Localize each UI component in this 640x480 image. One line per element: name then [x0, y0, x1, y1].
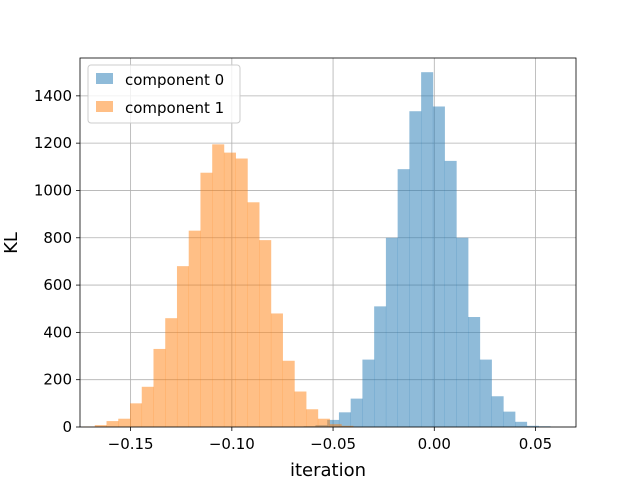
y-tick-label: 600 — [43, 276, 72, 294]
histogram-bar-component-0 — [409, 111, 422, 427]
x-tick-label: −0.10 — [209, 435, 255, 453]
histogram-bar-component-0 — [350, 398, 363, 427]
histogram-bar-component-0 — [385, 237, 398, 427]
histogram-bar-component-1 — [153, 348, 166, 427]
legend-label-component-1: component 1 — [125, 99, 224, 117]
histogram-bar-component-1 — [165, 318, 178, 427]
legend: component 0 component 1 — [87, 64, 241, 124]
histogram-bar-component-0 — [327, 419, 340, 427]
y-tick-label: 1000 — [34, 181, 72, 199]
histogram-bar-component-1 — [130, 403, 143, 427]
histogram-bar-component-0 — [503, 411, 516, 428]
histogram-bar-component-0 — [515, 421, 528, 427]
histogram-bar-component-0 — [479, 359, 492, 427]
histogram-bar-component-1 — [247, 202, 260, 427]
y-axis-label: KL — [1, 232, 22, 254]
x-tick-label: −0.15 — [108, 435, 154, 453]
plot-frame — [79, 57, 577, 428]
y-tick-label: 200 — [43, 371, 72, 389]
legend-swatch-component-1 — [96, 101, 113, 112]
histogram-bar-component-1 — [118, 418, 131, 427]
axis-ticks: −0.15 −0.10 −0.05 0.00 0.05 0 200 400 600 800 1000… — [34, 87, 552, 453]
x-tick-label: 0.00 — [418, 435, 451, 453]
histogram-bar-component-1 — [317, 418, 330, 427]
histogram-bar-component-1 — [106, 421, 119, 427]
histogram-bar-component-0 — [456, 237, 469, 427]
histogram-bar-component-1 — [188, 230, 201, 427]
y-tick-label: 1200 — [34, 134, 72, 152]
x-tick-label: 0.05 — [519, 435, 552, 453]
histogram-bar-component-1 — [270, 313, 283, 427]
y-tick-label: 400 — [43, 323, 72, 341]
histogram-bar-component-1 — [141, 386, 154, 427]
histogram-bar-component-0 — [444, 160, 457, 427]
y-tick-label: 1400 — [34, 87, 72, 105]
histogram-bar-component-1 — [329, 424, 342, 427]
histogram-bar-component-1 — [282, 360, 295, 427]
histogram-bars — [83, 72, 551, 428]
legend-swatch-component-0 — [96, 73, 113, 84]
y-tick-label: 0 — [62, 418, 72, 436]
histogram-bar-component-1 — [212, 144, 225, 427]
legend-box — [87, 64, 241, 124]
histogram-bar-component-1 — [94, 425, 107, 427]
histogram-bar-component-0 — [491, 396, 504, 427]
histogram-bar-component-1 — [200, 172, 213, 427]
histogram-bar-component-1 — [235, 158, 248, 427]
histogram-bar-component-1 — [306, 409, 319, 427]
histogram-bar-component-0 — [374, 306, 387, 427]
histogram-bar-component-0 — [468, 317, 481, 427]
histogram-bar-component-1 — [176, 266, 190, 427]
x-tick-label: −0.05 — [310, 435, 356, 453]
histogram-bar-component-0 — [338, 412, 351, 427]
x-axis-label: iteration — [290, 460, 366, 480]
histogram-bar-component-1 — [341, 425, 354, 427]
histogram-bar-component-0 — [526, 425, 539, 427]
legend-label-component-0: component 0 — [125, 71, 224, 89]
y-tick-label: 800 — [43, 229, 72, 247]
histogram-bar-component-0 — [432, 106, 445, 428]
histogram-bar-component-1 — [259, 240, 272, 427]
histogram-bar-component-0 — [362, 359, 375, 427]
histogram-bar-component-1 — [294, 391, 307, 427]
histogram-bar-component-0 — [397, 169, 410, 428]
histogram-bar-component-1 — [223, 152, 236, 427]
histogram-bar-component-0 — [421, 72, 434, 427]
